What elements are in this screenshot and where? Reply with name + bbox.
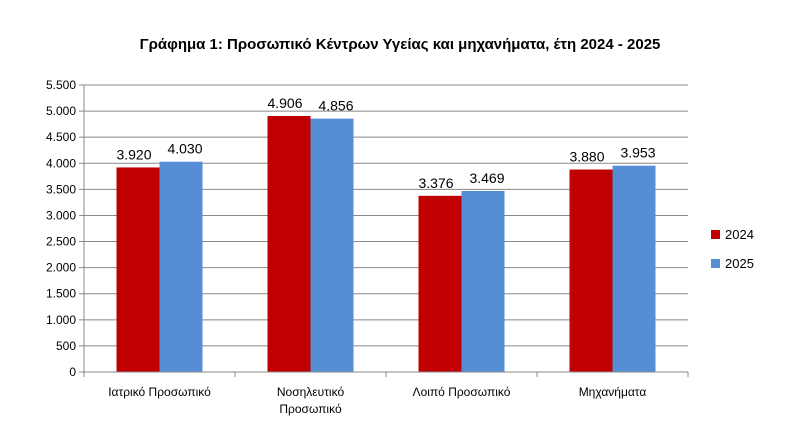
y-tick-label: 4.000 [46, 156, 76, 170]
legend-label: 2025 [725, 256, 754, 271]
y-tick-label: 1.500 [46, 287, 76, 301]
category-label: Μηχανήματα [579, 385, 647, 399]
data-label: 3.469 [469, 170, 504, 186]
legend-swatch-2025 [711, 259, 720, 268]
bar-2025 [159, 161, 203, 372]
y-tick-label: 3.000 [46, 208, 76, 222]
category-label: Ιατρικό Προσωπικό [108, 385, 211, 399]
data-label: 3.376 [418, 175, 453, 191]
category-label: Λοιπό Προσωπικό [413, 385, 511, 399]
y-tick-label: 2.000 [46, 261, 76, 275]
data-label: 4.030 [167, 141, 202, 157]
y-tick-label: 500 [56, 339, 76, 353]
legend-label: 2024 [725, 227, 754, 242]
y-tick-label: 5.000 [46, 104, 76, 118]
y-tick-label: 2.500 [46, 235, 76, 249]
legend: 2024 2025 [711, 227, 754, 271]
bar-2025 [461, 190, 505, 372]
y-tick-label: 0 [69, 365, 76, 379]
bar-2025 [310, 118, 354, 372]
data-labels: 3.920 4.030 4.906 4.856 3.376 3.469 3.880 3.953 [116, 95, 655, 191]
bar-2024 [267, 115, 311, 372]
bar-2025 [612, 165, 656, 372]
y-axis: 0 500 1.000 1.500 2.000 2.500 3.000 3.500 4.000 4… [46, 78, 85, 379]
legend-swatch-2024 [711, 230, 720, 239]
data-label: 3.953 [620, 145, 655, 161]
data-label: 3.920 [116, 146, 151, 162]
bars [116, 115, 656, 372]
category-label: Προσωπικό [279, 402, 342, 416]
y-tick-label: 3.500 [46, 182, 76, 196]
y-tick-label: 5.500 [46, 78, 76, 92]
bar-2024 [116, 167, 160, 372]
bar-2024 [569, 169, 613, 372]
y-tick-label: 4.500 [46, 130, 76, 144]
bar-2024 [418, 195, 462, 372]
x-axis: Ιατρικό Προσωπικό Νοσηλευτικό Προσωπικό Λοι… [83, 371, 689, 416]
data-label: 3.880 [569, 149, 604, 165]
data-label: 4.906 [267, 95, 302, 111]
category-label: Νοσηλευτικό [277, 385, 345, 399]
data-label: 4.856 [318, 98, 353, 114]
y-tick-label: 1.000 [46, 313, 76, 327]
chart-title: Γράφημα 1: Προσωπικό Κέντρων Υγείας και … [139, 36, 661, 53]
